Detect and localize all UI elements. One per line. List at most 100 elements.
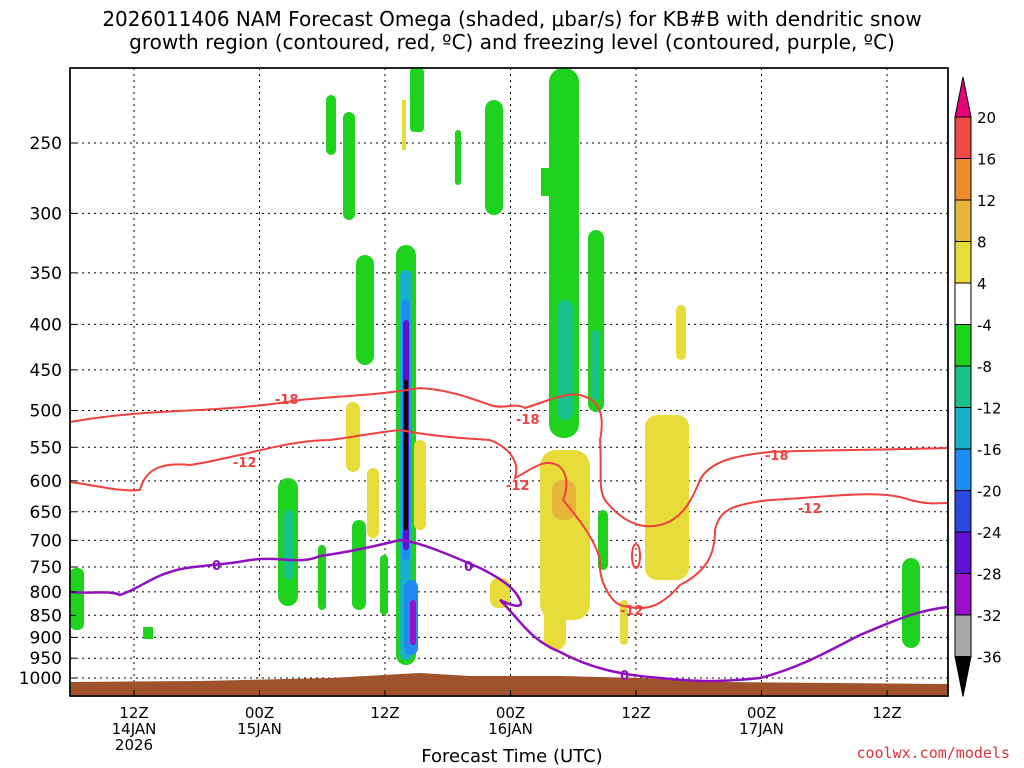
- omega-cell: [343, 112, 355, 220]
- omega-cell: [367, 468, 379, 538]
- omega-cell: [318, 545, 326, 610]
- x-tick-label: 2026: [115, 736, 153, 754]
- colorbar-swatch: [954, 282, 972, 325]
- x-tick-label: 14JAN: [112, 720, 157, 738]
- colorbar-triangle-bottom: [954, 656, 972, 697]
- colorbar-label: 12: [977, 192, 996, 210]
- colorbar-swatch: [954, 531, 972, 574]
- contour-label-red: -12: [798, 502, 822, 517]
- colorbar-label: 20: [977, 109, 996, 127]
- colorbar-label: 16: [977, 151, 996, 169]
- omega-cell: [490, 578, 510, 608]
- colorbar-label: 8: [977, 234, 987, 252]
- y-tick-label: 550: [30, 438, 62, 458]
- omega-cell: [902, 558, 920, 648]
- y-tick-label: 600: [30, 472, 62, 492]
- contour-label-red: -12: [233, 456, 257, 471]
- omega-cell: [557, 300, 573, 420]
- omega-cell: [620, 600, 628, 645]
- omega-cell: [455, 130, 461, 185]
- chart-title: 2026011406 NAM Forecast Omega (shaded, μ…: [0, 8, 1024, 54]
- contour-minus18-line: [69, 386, 949, 528]
- chart-title-line1: 2026011406 NAM Forecast Omega (shaded, μ…: [102, 7, 922, 31]
- x-tick-label: 15JAN: [237, 720, 282, 738]
- colorbar-label: -8: [977, 358, 992, 376]
- contour-minus12-line: [69, 428, 949, 610]
- colorbar-swatch: [954, 448, 972, 491]
- y-tick-label: 250: [30, 134, 62, 154]
- colorbar-label: -4: [977, 317, 992, 335]
- omega-cell: [70, 568, 84, 630]
- colorbar-swatch: [954, 365, 972, 408]
- contour-label-purple: 0: [212, 559, 221, 574]
- colorbar-label: -20: [977, 483, 1002, 501]
- x-tick-label: 00Z: [496, 704, 525, 722]
- omega-cell: [485, 100, 503, 215]
- x-tick-label: 16JAN: [488, 720, 533, 738]
- omega-cell: [404, 380, 408, 530]
- x-tick-label: 00Z: [747, 704, 776, 722]
- omega-cell: [410, 68, 424, 132]
- omega-cell: [284, 510, 294, 580]
- omega-cell: [143, 627, 153, 639]
- colorbar-swatch: [954, 407, 972, 450]
- colorbar-label: -36: [977, 649, 1002, 667]
- y-tick-label: 450: [30, 361, 62, 381]
- x-tick-label: 12Z: [119, 704, 148, 722]
- chart-title-line2: growth region (contoured, red, ºC) and f…: [129, 30, 895, 54]
- omega-shading: [70, 68, 920, 665]
- omega-cell: [380, 555, 388, 615]
- omega-cell: [541, 168, 553, 196]
- colorbar-label: -28: [977, 566, 1002, 584]
- omega-cell: [356, 255, 374, 365]
- x-axis-title: Forecast Time (UTC): [421, 746, 603, 767]
- y-tick-label: 650: [30, 503, 62, 523]
- contour-label-red: -18: [516, 413, 540, 428]
- colorbar-swatch: [954, 324, 972, 367]
- y-tick-label: 700: [30, 531, 62, 551]
- contour-minus12-loop: [631, 543, 641, 569]
- colorbar: 20 16 12 8 4 -4 -8 -12 -16 -20 -24 -28 -32 -36: [954, 76, 1002, 697]
- colorbar-swatch: [954, 116, 972, 159]
- y-axis: 2503003504004505005506006507007508008509…: [19, 134, 76, 689]
- omega-cell: [352, 520, 366, 610]
- omega-cell: [676, 305, 686, 360]
- colorbar-label: -16: [977, 441, 1002, 459]
- colorbar-swatch: [954, 241, 972, 284]
- colorbar-swatch: [954, 199, 972, 242]
- colorbar-swatch: [954, 158, 972, 201]
- y-tick-label: 500: [30, 402, 62, 422]
- x-tick-label: 12Z: [370, 704, 399, 722]
- y-tick-label: 750: [30, 558, 62, 578]
- omega-cell: [410, 600, 416, 645]
- colorbar-label: -32: [977, 607, 1002, 625]
- colorbar-swatch: [954, 490, 972, 533]
- colorbar-label: -24: [977, 524, 1002, 542]
- colorbar-swatch: [954, 614, 972, 657]
- y-tick-label: 950: [30, 649, 62, 669]
- terrain-area: [70, 673, 948, 696]
- colorbar-triangle-top: [954, 76, 972, 118]
- contour-label-purple: 0: [464, 560, 473, 575]
- omega-cell: [326, 95, 336, 155]
- omega-cell: [402, 100, 406, 150]
- contour-label-red: -18: [275, 393, 299, 408]
- x-tick-label: 12Z: [621, 704, 650, 722]
- contour-label-red: -12: [620, 604, 644, 619]
- y-tick-label: 400: [30, 315, 62, 335]
- omega-cell: [414, 440, 426, 530]
- y-tick-label: 900: [30, 628, 62, 648]
- omega-cell: [645, 415, 689, 580]
- omega-cell: [592, 330, 600, 400]
- y-tick-label: 800: [30, 583, 62, 603]
- omega-cell: [598, 510, 608, 570]
- credit-link[interactable]: coolwx.com/models: [856, 744, 1010, 762]
- contour-label-red: -18: [765, 449, 789, 464]
- y-tick-label: 300: [30, 204, 62, 224]
- contour-label-purple: 0: [620, 669, 629, 684]
- x-tick-label: 00Z: [245, 704, 274, 722]
- y-tick-label: 1000: [19, 669, 62, 689]
- x-tick-label: 17JAN: [739, 720, 784, 738]
